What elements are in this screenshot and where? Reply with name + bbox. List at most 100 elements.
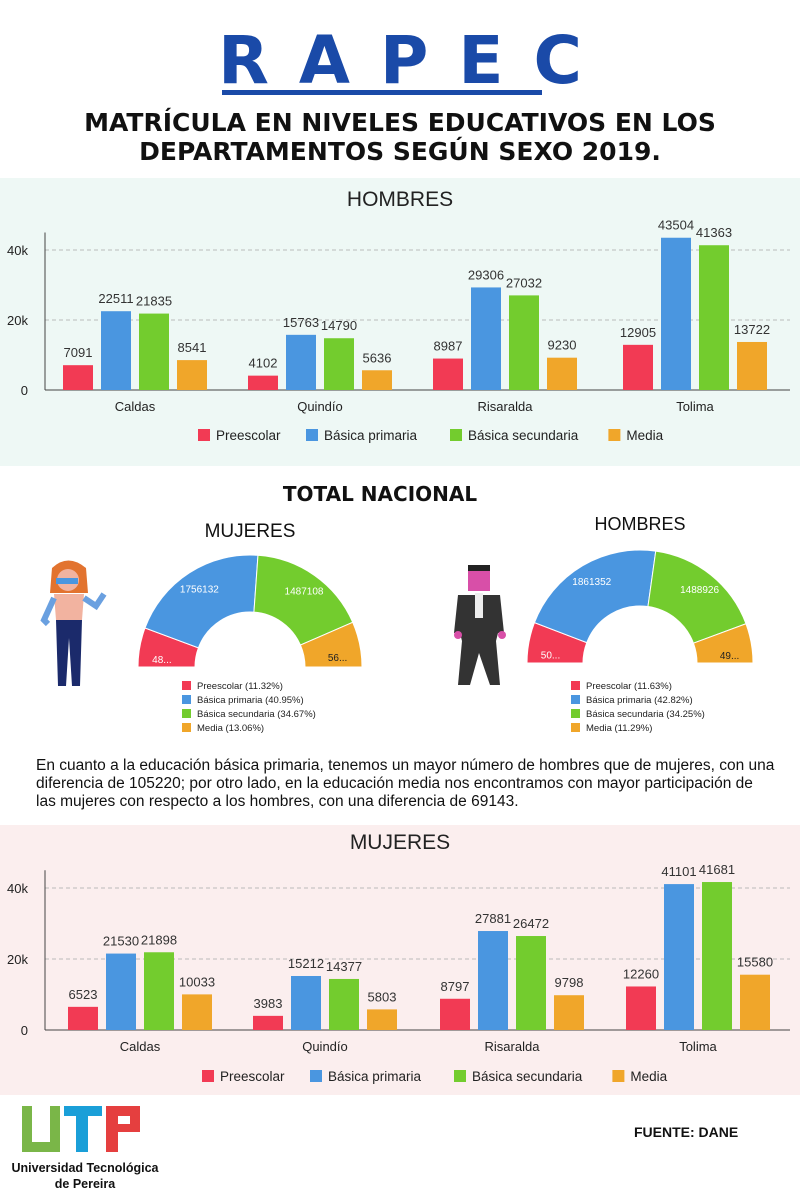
data-label: 27881 [475,911,511,926]
bar-preescolar [626,986,656,1030]
bar-b-sica-secundaria [509,295,539,390]
bar-preescolar [433,358,463,390]
slice-media [692,623,754,664]
x-tick-label: Tolima [676,399,714,414]
data-label: 5803 [368,989,397,1004]
x-tick-label: Tolima [679,1039,717,1054]
legend-label: Media [630,1069,667,1084]
half-donut-mujeres: 48... 1756132 1487108 56... Preescolar (11.3… [137,554,363,734]
bar-b-sica-primaria [471,287,501,390]
y-tick-label: 0 [21,383,28,398]
donut-title-hombres: HOMBRES [594,514,686,534]
data-label: 13722 [734,322,770,337]
legend-swatch [571,681,580,690]
brand-underline [222,90,542,95]
bar-b-sica-primaria [106,953,136,1030]
bar-b-sica-secundaria [139,313,169,390]
x-tick-label: Caldas [115,399,156,414]
x-tick-label: Caldas [120,1039,161,1054]
x-tick-label: Quindío [297,399,343,414]
data-label: 43504 [658,218,694,233]
utp-logo-text: Universidad Tecnológica de Pereira [11,1161,159,1191]
slice-label: 1488926 [680,585,719,596]
legend-label: Media (13.06%) [197,723,264,734]
data-label: 29306 [468,267,504,282]
y-tick-label: 20k [7,952,28,967]
bar-b-sica-secundaria [144,952,174,1030]
bar-media [182,994,212,1030]
data-label: 41681 [699,862,735,877]
page-subtitle: MATRÍCULA EN NIVELES EDUCATIVOS EN LOS D… [84,108,716,166]
legend-swatch [450,429,462,441]
chart-title-hombres: HOMBRES [346,188,454,211]
legend-label: Preescolar [220,1069,285,1084]
data-label: 41363 [696,225,732,240]
slice-label: 1487108 [285,587,324,598]
legend-label: Media (11.29%) [586,723,652,734]
source-label: FUENTE: DANE [634,1124,739,1140]
bar-b-sica-primaria [664,884,694,1030]
legend-swatch [198,429,210,441]
bar-preescolar [68,1006,98,1030]
bar-chart-hombres: 0 20k 40k 7091 22511 21835 8541 Caldas 4102 15763… [7,218,790,443]
bar-b-sica-primaria [661,237,691,390]
man-illustration [454,565,506,685]
slice-label: 49... [720,651,739,662]
slice-label: 48... [152,655,171,666]
data-label: 12260 [623,966,659,981]
legend-label: Básica primaria (40.95%) [197,695,304,706]
legend-swatch [310,1070,322,1082]
bar-media [737,341,767,390]
legend-label: Preescolar (11.63%) [586,681,672,692]
slice-b-sica-primaria [533,549,657,644]
data-label: 9230 [548,338,577,353]
data-label: 27032 [506,275,542,290]
total-nacional-title: TOTAL NACIONAL [282,482,478,506]
data-label: 9798 [555,975,584,990]
woman-illustration [40,560,107,686]
slice-label: 1861352 [572,577,611,588]
data-label: 21530 [103,934,139,949]
legend-swatch [306,429,318,441]
bar-media [367,1009,397,1030]
slice-label: 50... [541,650,560,661]
legend-label: Media [626,428,663,443]
data-label: 22511 [98,291,133,306]
bar-b-sica-primaria [101,311,131,390]
bar-media [547,357,577,390]
legend-swatch [571,709,580,718]
chart-title-mujeres: MUJERES [349,831,451,854]
data-label: 8541 [178,340,207,355]
bar-media [177,360,207,390]
y-tick-label: 0 [21,1023,28,1038]
legend-swatch [182,695,191,704]
legend-swatch [182,681,191,690]
bar-chart-mujeres: 0 20k 40k 6523 21530 21898 10033 Caldas 3983 1521… [7,862,790,1084]
data-label: 8797 [441,979,470,994]
data-label: 3983 [254,996,283,1011]
data-label: 5636 [363,350,392,365]
legend-swatch [202,1070,214,1082]
bar-preescolar [253,1015,283,1030]
data-label: 4102 [249,356,278,371]
x-tick-label: Risaralda [485,1039,541,1054]
half-donut-hombres: 50... 1861352 1488926 49... Preescolar (11.6… [526,549,754,734]
data-label: 15212 [288,956,324,971]
y-tick-label: 40k [7,243,28,258]
legend-label: Preescolar (11.32%) [197,681,283,692]
x-tick-label: Risaralda [478,399,534,414]
x-tick-label: Quindío [302,1039,348,1054]
legend-swatch [612,1070,625,1082]
bar-b-sica-primaria [286,334,316,390]
brand-title: RAPEC [218,22,612,99]
slice-media [299,621,363,668]
summary-paragraph: En cuanto a la educación básica primaria… [36,757,775,810]
bar-preescolar [248,375,278,390]
legend-swatch [571,695,580,704]
data-label: 41101 [661,864,696,879]
legend-label: Básica secundaria [468,428,579,443]
bar-b-sica-primaria [291,975,321,1030]
data-label: 8987 [434,339,463,354]
slice-b-sica-primaria [144,554,259,649]
data-label: 7091 [64,345,93,360]
